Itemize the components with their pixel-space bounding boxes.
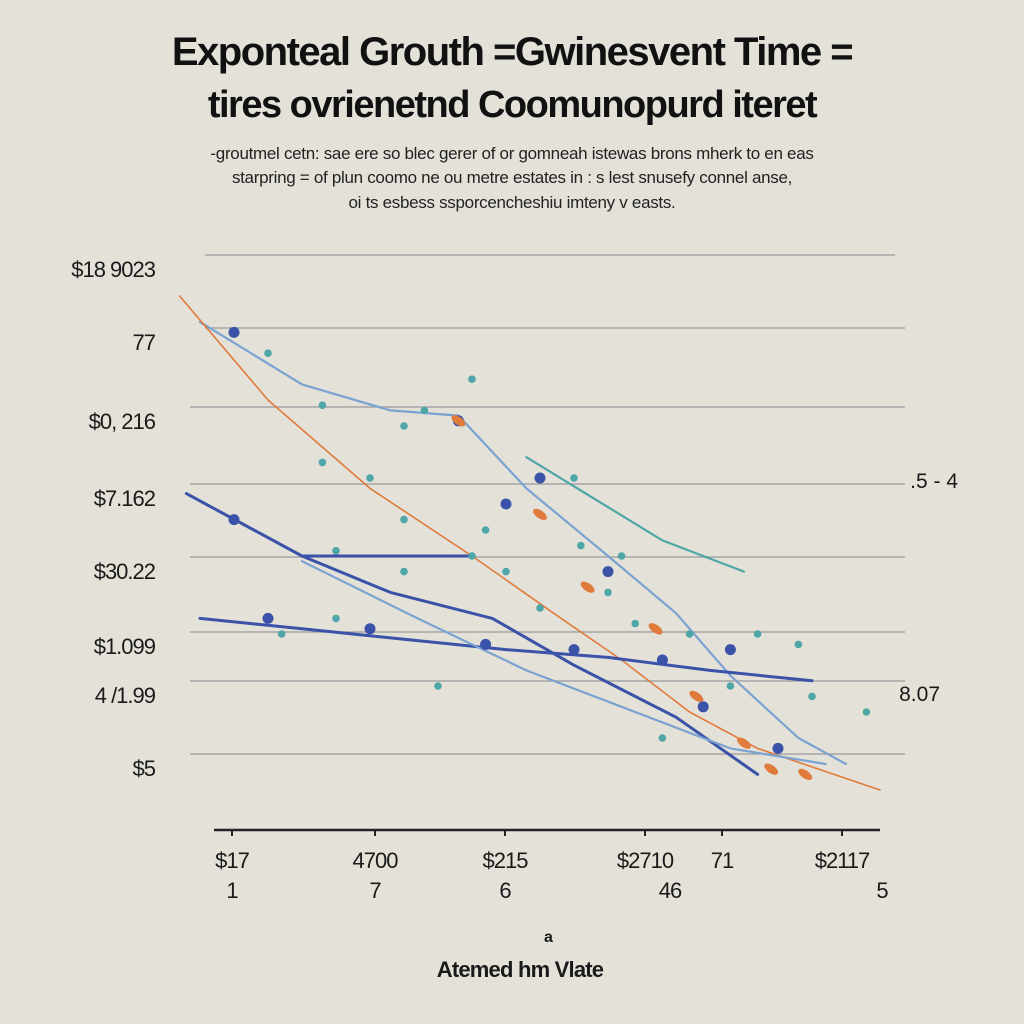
data-point-teal bbox=[604, 588, 612, 597]
y-tick-label: $0, 216 bbox=[89, 409, 156, 434]
x-tick-label: 71 bbox=[711, 848, 734, 873]
y-tick-label: $1.099 bbox=[94, 634, 156, 659]
data-point-teal bbox=[264, 349, 272, 358]
data-point-teal bbox=[434, 682, 442, 690]
data-point-navy bbox=[500, 498, 512, 510]
y-tick-label: $5 bbox=[133, 756, 156, 781]
data-point-navy bbox=[228, 326, 240, 338]
data-point-teal bbox=[685, 630, 694, 638]
y-tick-label: 77 bbox=[133, 330, 156, 355]
chart-subtitle-line1: -groutmel cetn: sae ere so blec gerer of… bbox=[210, 144, 814, 163]
data-point-teal bbox=[536, 604, 544, 612]
data-point-teal bbox=[332, 547, 340, 555]
x-tick-sublabel: 5 bbox=[876, 878, 888, 903]
y-tick-label: $7.162 bbox=[94, 486, 156, 511]
data-point-teal bbox=[318, 401, 327, 410]
x-tick-label: $2710 bbox=[617, 848, 674, 873]
data-point-teal bbox=[400, 567, 408, 576]
x-tick-label: 4700 bbox=[353, 848, 399, 873]
data-point-navy bbox=[228, 514, 240, 526]
data-point-teal bbox=[658, 734, 667, 742]
y-tick-label: 4 /1.99 bbox=[95, 683, 156, 708]
x-tick-sublabel: 1 bbox=[226, 878, 238, 903]
data-point-teal bbox=[277, 630, 286, 638]
data-point-teal bbox=[420, 406, 429, 415]
data-point-orange bbox=[764, 763, 779, 775]
chart-subtitle-line2: starpring = of plun coomo ne ou metre es… bbox=[231, 168, 793, 187]
data-point-teal bbox=[400, 515, 408, 524]
data-point-teal bbox=[577, 541, 585, 550]
series-line-4 bbox=[300, 560, 827, 766]
series-lines bbox=[178, 295, 881, 791]
x-tick-sublabel: 6 bbox=[499, 878, 511, 903]
y-tick-labels: $18 9023 77 $0, 216 $7.162 $30.22 $1.099 4 /1.… bbox=[71, 257, 157, 781]
x-axis-label: Atemed hm Vlate bbox=[437, 957, 604, 982]
data-point-teal bbox=[332, 614, 340, 623]
data-point-orange bbox=[798, 768, 813, 781]
data-point-teal bbox=[468, 552, 476, 560]
data-point-teal bbox=[318, 458, 327, 467]
data-point-teal bbox=[808, 692, 816, 701]
series-line-2 bbox=[184, 492, 760, 776]
series-line-3 bbox=[198, 616, 814, 683]
x-axis-label-mark: a bbox=[544, 929, 553, 946]
data-point-navy bbox=[534, 472, 546, 484]
data-point-orange bbox=[580, 581, 595, 593]
chart-title: Exponteal Grouth =Gwinesvent Time = bbox=[171, 30, 854, 74]
chart-subtitle-line3: oi ts esbess ssporcencheshiu imteny v ea… bbox=[348, 193, 676, 212]
y-tick-label: $18 9023 bbox=[71, 257, 156, 282]
data-point-navy bbox=[602, 566, 614, 578]
x-tick-label: $17 bbox=[215, 848, 249, 873]
data-point-orange bbox=[533, 508, 547, 521]
data-point-orange bbox=[689, 690, 704, 703]
series-line-1 bbox=[178, 295, 881, 791]
data-point-orange bbox=[648, 623, 663, 635]
data-point-teal bbox=[726, 682, 735, 690]
data-point-teal bbox=[481, 526, 490, 534]
data-point-teal bbox=[794, 640, 803, 649]
series-line-6 bbox=[525, 456, 746, 573]
data-point-navy bbox=[480, 638, 492, 650]
data-point-orange bbox=[451, 415, 466, 427]
x-tick-label: $215 bbox=[483, 848, 529, 873]
series-line-0 bbox=[198, 320, 848, 766]
chart-title-line2: tires ovrienetnd Coomunopurd iteret bbox=[207, 84, 818, 126]
annotation-right-lower: 8.07 bbox=[899, 683, 940, 706]
data-point-teal bbox=[570, 474, 578, 482]
data-point-navy bbox=[772, 742, 784, 754]
annotation-right-upper: .5 - 4 bbox=[910, 470, 958, 493]
data-point-navy bbox=[262, 612, 274, 624]
data-point-teal bbox=[366, 474, 374, 482]
data-point-teal bbox=[631, 619, 639, 628]
data-point-navy bbox=[724, 644, 736, 656]
y-tick-label: $30.22 bbox=[94, 559, 156, 584]
x-tick-sublabel: 7 bbox=[369, 878, 381, 903]
data-point-navy bbox=[656, 654, 668, 666]
scatter-points bbox=[228, 326, 871, 781]
data-point-teal bbox=[862, 708, 871, 716]
data-point-teal bbox=[753, 630, 762, 638]
data-point-orange bbox=[737, 737, 751, 749]
data-point-navy bbox=[364, 623, 376, 635]
x-tick-sublabel: 46 bbox=[659, 878, 682, 903]
data-point-teal bbox=[468, 375, 476, 384]
data-point-navy bbox=[568, 644, 580, 656]
data-point-navy bbox=[697, 701, 709, 713]
data-point-teal bbox=[400, 422, 408, 430]
data-point-teal bbox=[617, 552, 626, 560]
x-tick-label: $2117 bbox=[815, 848, 870, 873]
grid-lines bbox=[190, 254, 905, 755]
data-point-teal bbox=[502, 567, 510, 576]
